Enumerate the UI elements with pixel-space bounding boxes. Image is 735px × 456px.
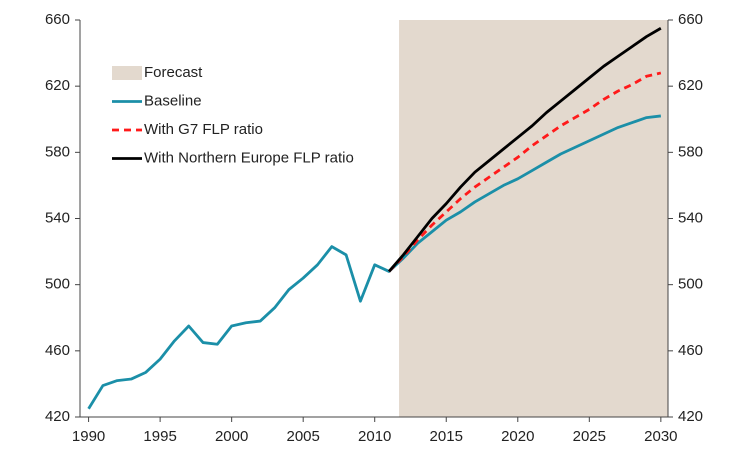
x-tick-label: 1990 bbox=[72, 428, 105, 445]
series-line bbox=[87, 114, 662, 410]
x-tick-label: 2025 bbox=[573, 428, 606, 445]
forecast-shade bbox=[399, 20, 668, 417]
y2-tick-label: 460 bbox=[678, 342, 703, 359]
x-tick-label: 2010 bbox=[358, 428, 391, 445]
series-line bbox=[387, 27, 662, 273]
x-tick-label: 2020 bbox=[501, 428, 534, 445]
legend-swatch bbox=[112, 66, 142, 80]
y-tick-label: 420 bbox=[45, 408, 70, 425]
legend-label: Baseline bbox=[144, 92, 202, 109]
series-line bbox=[388, 71, 662, 273]
y-tick-label: 580 bbox=[45, 143, 70, 160]
y2-tick-label: 420 bbox=[678, 408, 703, 425]
x-tick-label: 2030 bbox=[644, 428, 677, 445]
x-tick-label: 2000 bbox=[215, 428, 248, 445]
y-tick-label: 540 bbox=[45, 209, 70, 226]
y2-tick-label: 540 bbox=[678, 209, 703, 226]
y-tick-label: 660 bbox=[45, 11, 70, 28]
y2-tick-label: 660 bbox=[678, 11, 703, 28]
x-tick-label: 2015 bbox=[430, 428, 463, 445]
y-tick-label: 620 bbox=[45, 77, 70, 94]
y-tick-label: 460 bbox=[45, 342, 70, 359]
y2-tick-label: 620 bbox=[678, 77, 703, 94]
x-tick-label: 2005 bbox=[286, 428, 319, 445]
y-tick-label: 500 bbox=[45, 276, 70, 293]
x-tick-label: 1995 bbox=[143, 428, 176, 445]
legend-label: Forecast bbox=[144, 64, 203, 81]
legend-label: With Northern Europe FLP ratio bbox=[144, 149, 354, 166]
y2-tick-label: 580 bbox=[678, 143, 703, 160]
legend-label: With G7 FLP ratio bbox=[144, 121, 263, 138]
y2-tick-label: 500 bbox=[678, 276, 703, 293]
